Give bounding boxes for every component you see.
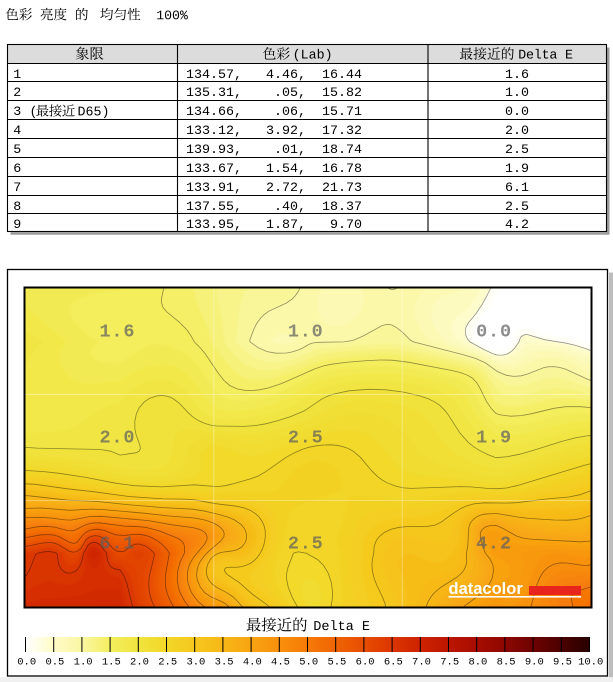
svg-text:134.66, .06, 15.71: 134.66, .06, 15.71 [186, 105, 362, 120]
svg-text:7.0: 7.0 [412, 657, 431, 669]
svg-text:4.5: 4.5 [271, 657, 290, 669]
svg-text:0.0: 0.0 [505, 105, 529, 120]
svg-text:1: 1 [13, 68, 21, 83]
svg-text:3.5: 3.5 [215, 657, 234, 669]
svg-text:1.0: 1.0 [505, 86, 529, 101]
svg-text:10.0: 10.0 [578, 657, 603, 669]
svg-text:2.0: 2.0 [505, 124, 529, 139]
svg-text:133.67, 1.54, 16.78: 133.67, 1.54, 16.78 [186, 162, 362, 177]
svg-text:137.55, .40, 18.37: 137.55, .40, 18.37 [186, 200, 362, 215]
svg-text:2.0: 2.0 [130, 657, 149, 669]
svg-text:1.6: 1.6 [505, 68, 529, 83]
svg-text:1.6: 1.6 [100, 321, 136, 342]
svg-text:2.5: 2.5 [288, 533, 324, 554]
svg-text:4.0: 4.0 [243, 657, 262, 669]
svg-text:7: 7 [13, 181, 21, 196]
svg-text:1.9: 1.9 [476, 427, 512, 448]
svg-text:1.5: 1.5 [102, 657, 121, 669]
svg-text:5: 5 [13, 143, 21, 158]
svg-text:1.9: 1.9 [505, 162, 529, 177]
svg-text:9.0: 9.0 [525, 657, 544, 669]
svg-text:7.5: 7.5 [440, 657, 459, 669]
svg-text:6.1: 6.1 [100, 533, 136, 554]
svg-text:2.5: 2.5 [505, 143, 529, 158]
svg-text:2.5: 2.5 [505, 200, 529, 215]
svg-text:8.0: 8.0 [468, 657, 487, 669]
svg-text:datacolor: datacolor [449, 580, 524, 598]
svg-text:133.91, 2.72, 21.73: 133.91, 2.72, 21.73 [186, 181, 362, 196]
svg-text:4.2: 4.2 [476, 533, 512, 554]
svg-text:134.57, 4.46, 16.44: 134.57, 4.46, 16.44 [186, 68, 362, 83]
svg-text:6.1: 6.1 [505, 181, 529, 196]
svg-text:6.0: 6.0 [356, 657, 375, 669]
svg-text:6: 6 [13, 162, 21, 177]
svg-text:8: 8 [13, 200, 21, 215]
svg-text:0.5: 0.5 [45, 657, 64, 669]
svg-text:2.5: 2.5 [288, 427, 324, 448]
svg-text:5.5: 5.5 [327, 657, 346, 669]
svg-text:9.5: 9.5 [553, 657, 572, 669]
svg-text:6.5: 6.5 [384, 657, 403, 669]
svg-text:135.31, .05, 15.82: 135.31, .05, 15.82 [186, 86, 362, 101]
svg-text:0.0: 0.0 [476, 321, 512, 342]
svg-text:1.0: 1.0 [74, 657, 93, 669]
svg-text:1.0: 1.0 [288, 321, 324, 342]
svg-text:5.0: 5.0 [299, 657, 318, 669]
svg-text:2.5: 2.5 [158, 657, 177, 669]
svg-text:3: 3 [13, 105, 21, 120]
svg-text:133.95, 1.87, 9.70: 133.95, 1.87, 9.70 [186, 218, 362, 233]
svg-text:9: 9 [13, 218, 21, 233]
svg-text:2.0: 2.0 [100, 427, 136, 448]
svg-text:2: 2 [13, 86, 21, 101]
svg-text:3.0: 3.0 [186, 657, 205, 669]
svg-text:4: 4 [13, 124, 21, 139]
svg-text:133.12, 3.92, 17.32: 133.12, 3.92, 17.32 [186, 124, 362, 139]
svg-text:139.93, .01, 18.74: 139.93, .01, 18.74 [186, 143, 362, 158]
svg-text:4.2: 4.2 [505, 218, 529, 233]
svg-text:8.5: 8.5 [497, 657, 516, 669]
svg-text:0.0: 0.0 [17, 657, 36, 669]
